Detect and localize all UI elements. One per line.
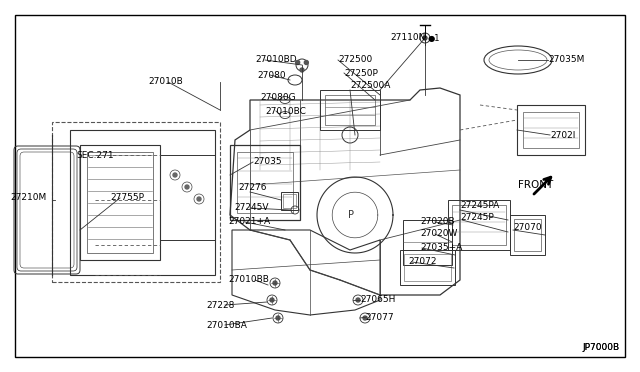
Text: 272500: 272500: [338, 55, 372, 64]
Bar: [70, 130, 215, 275]
Circle shape: [363, 316, 367, 320]
Circle shape: [356, 298, 360, 302]
Text: 27010BB: 27010BB: [228, 276, 269, 285]
Bar: [320, 90, 380, 130]
Circle shape: [197, 197, 201, 201]
Text: 27070: 27070: [513, 224, 541, 232]
Text: JP7000B: JP7000B: [582, 343, 619, 353]
Text: 2702I: 2702I: [550, 131, 575, 140]
Text: P: P: [348, 210, 354, 220]
Bar: [325, 95, 375, 125]
Bar: [160, 155, 215, 240]
Text: 27020B: 27020B: [420, 218, 454, 227]
Text: 27110N: 27110N: [390, 33, 426, 42]
Text: 27077: 27077: [365, 312, 394, 321]
Circle shape: [173, 173, 177, 177]
Text: 27035+A: 27035+A: [420, 244, 462, 253]
Circle shape: [423, 36, 427, 40]
Circle shape: [305, 61, 308, 64]
Text: 27010BD: 27010BD: [255, 55, 296, 64]
Bar: [400, 250, 455, 285]
Text: 27010BA: 27010BA: [206, 321, 247, 330]
Bar: [80, 145, 160, 260]
Text: JP7000B: JP7000B: [582, 343, 619, 353]
Circle shape: [270, 298, 274, 302]
Bar: [523, 112, 579, 148]
Text: 27080G: 27080G: [260, 93, 296, 102]
Text: 27065H: 27065H: [360, 295, 396, 305]
Bar: [514, 219, 541, 251]
Text: 272500A: 272500A: [350, 81, 390, 90]
Bar: [237, 152, 293, 213]
Bar: [283, 194, 296, 208]
Bar: [510, 215, 545, 255]
Text: 27245P: 27245P: [460, 214, 493, 222]
Circle shape: [296, 61, 300, 64]
Text: 27228: 27228: [206, 301, 234, 310]
Text: 27755P: 27755P: [110, 193, 144, 202]
Text: 27072: 27072: [408, 257, 436, 266]
Text: 27010BC: 27010BC: [265, 106, 306, 115]
Text: FRONT: FRONT: [518, 180, 553, 190]
Text: 27020W: 27020W: [420, 230, 458, 238]
Bar: [404, 254, 451, 281]
Circle shape: [273, 281, 277, 285]
Circle shape: [300, 68, 304, 72]
Text: 27010B: 27010B: [148, 77, 183, 87]
Bar: [403, 220, 452, 265]
Text: 27035: 27035: [253, 157, 282, 167]
Bar: [517, 105, 585, 155]
Bar: [52, 122, 220, 282]
Text: SEC.271: SEC.271: [76, 151, 114, 160]
Text: 27276: 27276: [238, 183, 266, 192]
Bar: [230, 145, 300, 220]
Bar: [87, 152, 153, 253]
Text: 27210M: 27210M: [10, 193, 46, 202]
Text: 27250P: 27250P: [344, 68, 378, 77]
Text: 27080: 27080: [257, 71, 285, 80]
Text: 27035M: 27035M: [548, 55, 584, 64]
Bar: [448, 200, 510, 250]
Bar: [452, 205, 506, 245]
Text: 27021+A: 27021+A: [228, 218, 270, 227]
Text: 27245V: 27245V: [234, 202, 269, 212]
Circle shape: [276, 316, 280, 320]
Text: ●1: ●1: [428, 33, 440, 42]
Text: 27245PA: 27245PA: [460, 201, 499, 209]
Circle shape: [185, 185, 189, 189]
Bar: [281, 192, 298, 210]
